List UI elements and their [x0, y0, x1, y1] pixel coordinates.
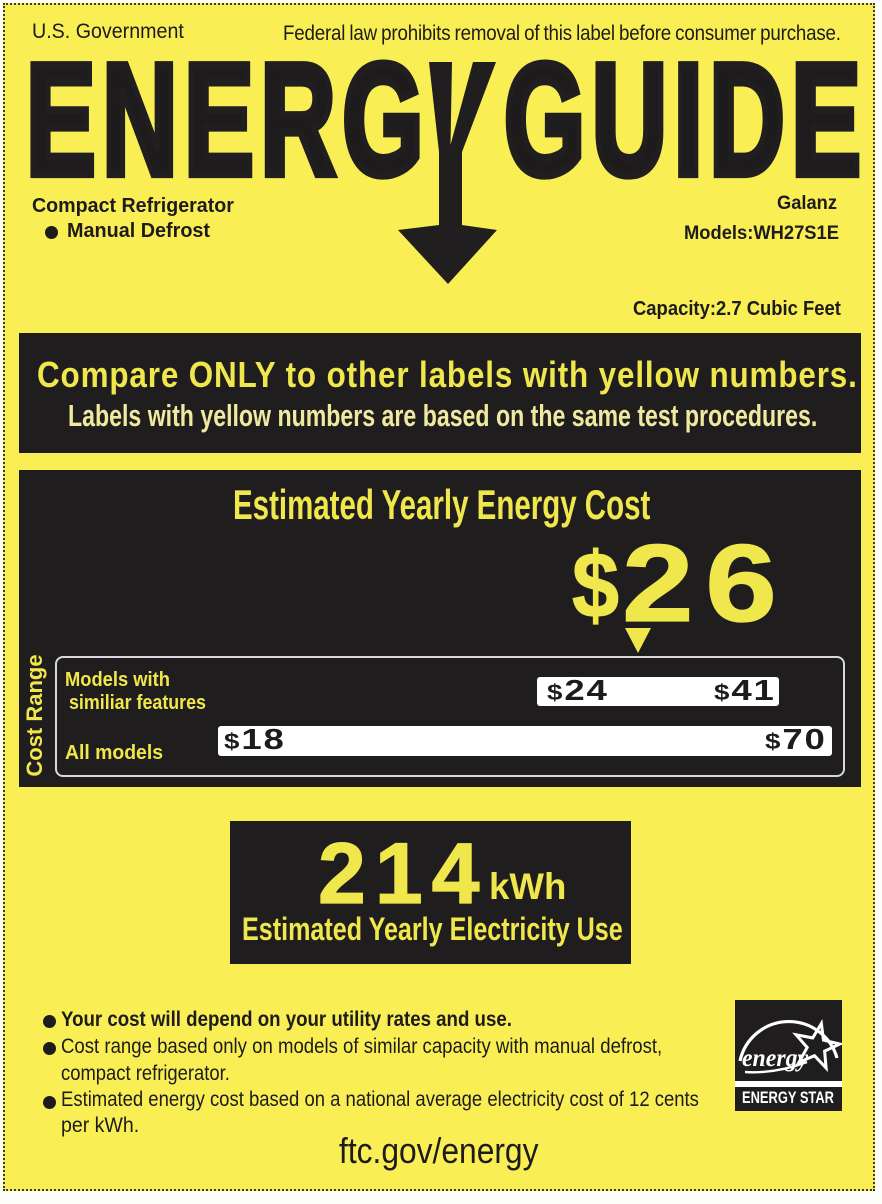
- svg-text:energy: energy: [742, 1045, 809, 1072]
- svg-text:ENERGY STAR: ENERGY STAR: [742, 1089, 834, 1107]
